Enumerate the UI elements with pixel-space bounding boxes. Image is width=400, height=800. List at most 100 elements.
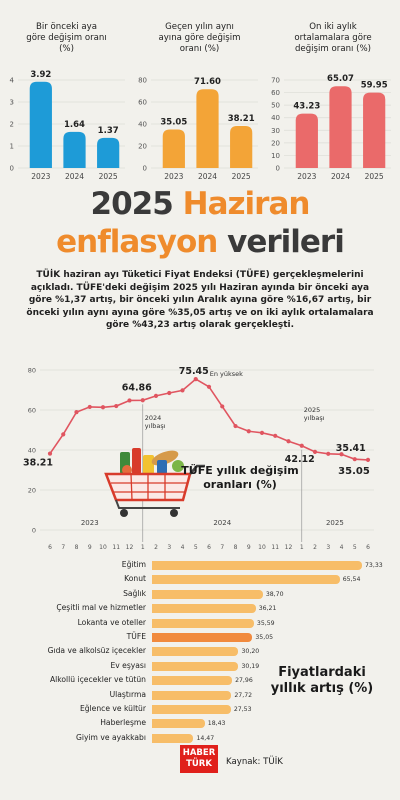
headline-dark-word: verileri bbox=[227, 224, 345, 260]
x-tick-label: 2 bbox=[313, 544, 317, 551]
bar bbox=[363, 92, 386, 168]
y-tick-label: 40 bbox=[271, 114, 280, 122]
y-tick-label: 10 bbox=[271, 152, 280, 160]
year-label: 2023 bbox=[81, 519, 99, 527]
data-point bbox=[61, 432, 66, 437]
category-label: Giyim ve ayakkabı bbox=[75, 732, 146, 742]
data-point bbox=[220, 404, 225, 409]
y-tick-label: 3 bbox=[10, 99, 14, 107]
data-point bbox=[87, 404, 92, 410]
bar bbox=[152, 589, 263, 599]
data-point bbox=[326, 451, 331, 456]
inflation-line-chart: 0204060802024yılbaşı2025yılbaşı38.2164.8… bbox=[23, 366, 374, 551]
data-point bbox=[193, 377, 198, 382]
x-tick-label: 7 bbox=[61, 544, 65, 551]
year-label: 2025 bbox=[326, 519, 344, 527]
source-text: Kaynak: TÜİK bbox=[226, 757, 283, 767]
data-label: 14,47 bbox=[196, 734, 215, 742]
y-tick-label: 70 bbox=[271, 77, 280, 85]
headline-line-2: enflasyon verileri bbox=[0, 224, 400, 260]
x-tick-label: 2023 bbox=[31, 172, 50, 181]
headline-accent-word: enflasyon bbox=[56, 224, 218, 260]
y-tick-label: 60 bbox=[271, 89, 280, 97]
x-tick-label: 2023 bbox=[164, 172, 183, 181]
bar bbox=[152, 647, 239, 657]
x-tick-label: 9 bbox=[88, 544, 92, 551]
data-label: 35,59 bbox=[256, 619, 275, 627]
category-label: Sağlık bbox=[123, 588, 146, 598]
data-point bbox=[180, 388, 185, 393]
x-tick-label: 10 bbox=[99, 544, 107, 551]
data-label: 65.07 bbox=[327, 74, 354, 84]
category-label: Konut bbox=[124, 574, 146, 584]
data-label: 35.41 bbox=[336, 443, 366, 454]
x-tick-label: 9 bbox=[247, 544, 251, 551]
intro-paragraph: TÜİK haziran ayı Tüketici Fiyat Endeksi … bbox=[26, 270, 374, 330]
bar bbox=[63, 131, 86, 168]
y-tick-label: 0 bbox=[32, 527, 36, 535]
data-label: 36,21 bbox=[258, 605, 277, 613]
marker-label: 2024 bbox=[145, 414, 162, 422]
bar-highlight bbox=[152, 633, 253, 642]
data-label: 27,53 bbox=[233, 706, 252, 713]
x-tick-label: 5 bbox=[353, 544, 357, 551]
bar bbox=[152, 661, 239, 671]
x-tick-label: 2025 bbox=[99, 172, 118, 181]
data-point bbox=[100, 405, 106, 410]
data-point bbox=[206, 384, 212, 389]
data-label: 75.45 bbox=[179, 366, 209, 377]
average-change-svg: 0 10 20 30 40 50 60 70 43.23 2023 65.07 2024 59.95 20… bbox=[271, 74, 391, 181]
data-label: 59.95 bbox=[361, 81, 388, 91]
bar bbox=[196, 89, 219, 168]
y-tick-label: 2 bbox=[10, 121, 14, 129]
x-tick-label: 5 bbox=[194, 544, 198, 551]
monthly-change-title: Bir önceki aya göre değişim oranı (%) bbox=[26, 22, 107, 54]
x-tick-label: 12 bbox=[126, 544, 134, 551]
x-tick-label: 6 bbox=[366, 544, 370, 551]
line-chart-title: TÜFE yıllık değişim oranları (%) bbox=[181, 464, 299, 491]
average-change-title: On iki aylık ortalamalara göre değişim o… bbox=[294, 22, 372, 54]
x-tick-label: 4 bbox=[340, 544, 344, 551]
bar bbox=[152, 690, 232, 700]
x-tick-label: 2023 bbox=[297, 172, 316, 181]
category-label: Lokanta ve oteller bbox=[77, 617, 146, 627]
haberturk-logo: HABER TÜRK bbox=[180, 745, 218, 773]
bar bbox=[152, 705, 231, 714]
bar bbox=[152, 561, 362, 570]
y-tick-label: 4 bbox=[10, 77, 15, 85]
bar bbox=[152, 618, 254, 628]
y-tick-label: 40 bbox=[138, 121, 147, 129]
category-label: Ulaştırma bbox=[109, 689, 146, 699]
x-tick-label: 2024 bbox=[331, 172, 350, 181]
bar-chart-title: Fiyatlardaki yıllık artış (%) bbox=[270, 665, 374, 696]
category-label: TÜFE bbox=[126, 632, 146, 641]
category-label: Haberleşme bbox=[100, 718, 146, 728]
bar bbox=[152, 719, 205, 729]
y-tick-label: 0 bbox=[10, 165, 14, 173]
headline-year: 2025 bbox=[90, 186, 174, 222]
data-label: 27,72 bbox=[234, 691, 253, 699]
average-change-chart: On iki aylık ortalamalara göre değişim o… bbox=[266, 0, 400, 185]
x-tick-label: 7 bbox=[220, 544, 224, 551]
y-tick-label: 20 bbox=[28, 487, 36, 495]
year-label: 2024 bbox=[213, 519, 231, 527]
y-tick-label: 40 bbox=[28, 447, 36, 455]
monthly-change-chart: Bir önceki aya göre değişim oranı (%) 0 1… bbox=[0, 0, 133, 185]
x-tick-label: 11 bbox=[271, 544, 279, 551]
bar bbox=[97, 137, 120, 168]
y-tick-label: 0 bbox=[143, 165, 147, 173]
data-point bbox=[352, 457, 357, 462]
data-label: 3.92 bbox=[30, 70, 51, 80]
data-point bbox=[299, 443, 304, 448]
data-point bbox=[273, 433, 278, 438]
bar bbox=[152, 575, 340, 585]
y-tick-label: 0 bbox=[276, 165, 280, 173]
headline-month: Haziran bbox=[182, 186, 311, 222]
yearly-change-svg: 0 20 40 60 80 35.05 2023 71.60 2024 38.21 2025 bbox=[138, 77, 258, 181]
data-label: 18,43 bbox=[207, 720, 226, 728]
category-label: Ev eşyası bbox=[110, 660, 146, 670]
logo-bottom-text: TÜRK bbox=[186, 759, 212, 769]
data-label: 71.60 bbox=[194, 77, 221, 87]
data-point bbox=[312, 449, 318, 454]
x-tick-label: 1 bbox=[300, 544, 304, 551]
